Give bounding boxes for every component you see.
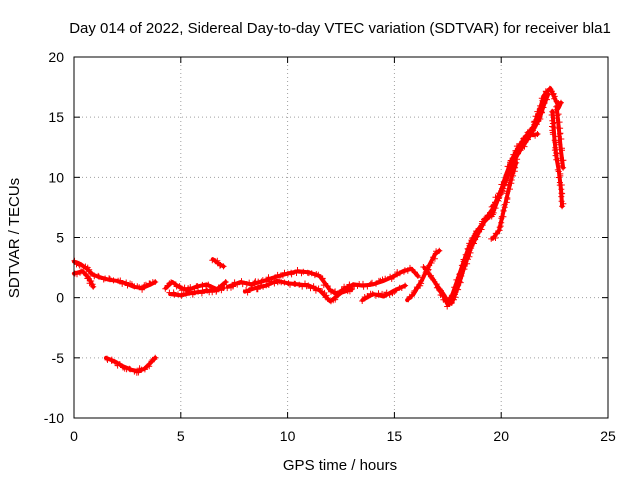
plus-markers — [529, 130, 541, 139]
grid-lines — [74, 57, 608, 418]
plus-markers — [243, 278, 355, 305]
y-tick-label: -10 — [44, 410, 64, 426]
plus-markers — [553, 103, 567, 171]
y-tick-label: 0 — [56, 290, 64, 306]
plus-markers — [166, 285, 227, 299]
plus-markers — [433, 91, 552, 310]
plus-markers — [488, 159, 520, 242]
plus-markers — [209, 257, 227, 270]
y-tick-label: 15 — [48, 109, 64, 125]
chart-title: Day 014 of 2022, Sidereal Day-to-day VTE… — [69, 20, 611, 37]
plus-markers — [548, 108, 567, 210]
plus-markers — [71, 268, 97, 290]
x-tick-label: 0 — [70, 428, 78, 444]
x-tick-label: 25 — [600, 428, 616, 444]
x-tick-label: 10 — [280, 428, 296, 444]
plus-markers — [104, 354, 159, 376]
y-axis-label: SDTVAR / TECUs — [6, 178, 23, 298]
x-axis-label: GPS time / hours — [283, 457, 397, 474]
y-tick-label: 10 — [48, 169, 64, 185]
x-tick-label: 20 — [493, 428, 509, 444]
axis-ticks: 0 5 10 15 20 25 -10 -5 0 5 10 15 20 — [44, 49, 616, 444]
y-tick-label: -5 — [52, 350, 65, 366]
plus-markers — [359, 282, 409, 304]
data-points — [71, 85, 567, 376]
x-tick-label: 15 — [387, 428, 403, 444]
y-tick-label: 5 — [56, 230, 64, 246]
x-tick-label: 5 — [177, 428, 185, 444]
y-tick-label: 20 — [48, 49, 64, 65]
